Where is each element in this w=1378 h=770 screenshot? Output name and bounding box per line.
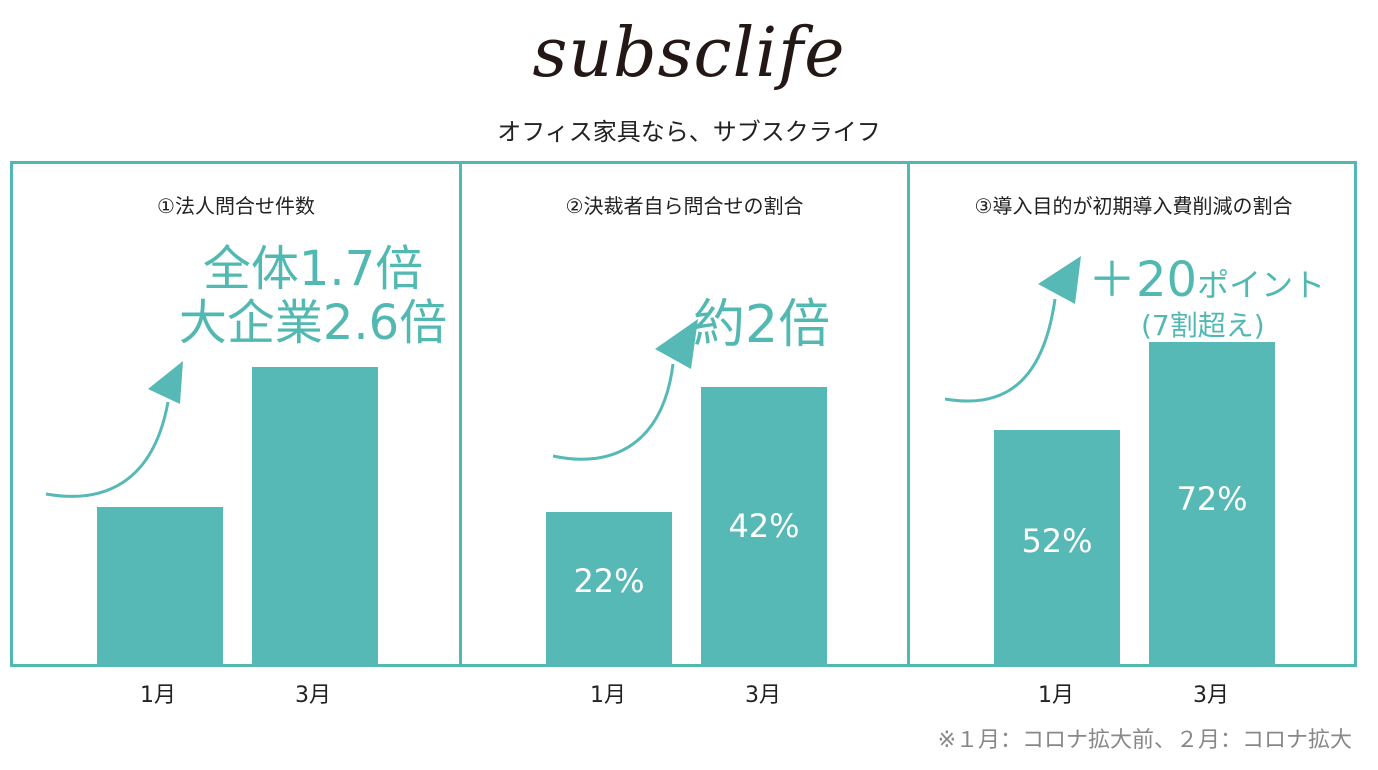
panel-2-arrow-curve (552, 363, 675, 461)
x-label-panel-2-jan: 1月 (590, 683, 626, 708)
panel-2-arrowhead (655, 319, 698, 369)
brand-logo: subsclife (532, 14, 846, 93)
panel-3-callout-sub: (7割超え) (1141, 309, 1265, 342)
panel-3-bar-mar-label: 72% (1176, 480, 1248, 518)
x-label-panel-3-jan: 1月 (1038, 683, 1074, 708)
panel-1-bar-mar (252, 367, 378, 667)
panel-2-callout: 約2倍 (693, 295, 831, 355)
panel-2-title: ②決裁者自ら問合せの割合 (565, 194, 804, 218)
panel-1-callout-line1: 全体1.7倍 (202, 241, 424, 297)
panel-3-callout-value: ＋20 (1088, 252, 1198, 308)
panel-1-callout: 全体1.7倍 大企業2.6倍 (163, 242, 463, 350)
panel-2-bar-mar-label: 42% (728, 507, 800, 545)
x-label-panel-1-mar: 3月 (295, 683, 331, 708)
panel-divider (907, 164, 910, 664)
panel-2-bar-mar: 42% (701, 387, 827, 667)
panel-3-bar-jan: 52% (994, 430, 1120, 667)
x-label-panel-2-mar: 3月 (745, 683, 781, 708)
panel-2-bar-jan: 22% (546, 512, 672, 667)
charts-frame: ①法人問合せ件数 全体1.7倍 大企業2.6倍 ②決裁者自ら問合せの割合 約2倍… (10, 161, 1357, 667)
panel-3-arrowhead (1038, 256, 1081, 304)
x-label-panel-3-mar: 3月 (1193, 683, 1229, 708)
panel-2-bar-jan-label: 22% (573, 562, 645, 600)
panel-3-title: ③導入目的が初期導入費削減の割合 (974, 194, 1293, 218)
panel-3-arrow-curve (944, 298, 1057, 403)
panel-3-bar-mar: 72% (1149, 342, 1275, 667)
panel-1-bar-jan (97, 507, 223, 667)
panel-divider (459, 164, 462, 664)
x-label-panel-1-jan: 1月 (140, 683, 176, 708)
panel-1-arrow-curve (45, 401, 170, 498)
brand-tagline: オフィス家具なら、サブスクライフ (497, 118, 881, 146)
panel-1-arrowhead (148, 361, 183, 404)
footnote: ※１月：コロナ拡大前、２月：コロナ拡大 (937, 728, 1352, 753)
panel-1-title: ①法人問合せ件数 (157, 194, 315, 218)
panel-3-callout-suffix: ポイント (1197, 266, 1326, 304)
growth-arrows (45, 256, 1081, 498)
panel-3-callout: ＋20ポイント (1088, 240, 1325, 310)
panel-3-bar-jan-label: 52% (1021, 522, 1093, 560)
panel-1-callout-line2: 大企業2.6倍 (178, 295, 448, 351)
